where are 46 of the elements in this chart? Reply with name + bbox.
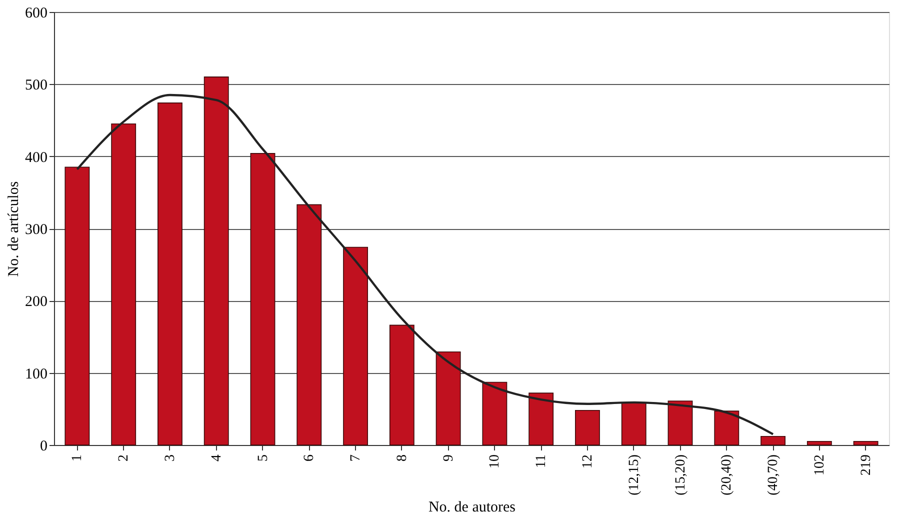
x-tick-label: 9 xyxy=(441,454,456,462)
bar xyxy=(343,246,368,446)
x-tick-label: 12 xyxy=(580,454,596,468)
x-tick-label: 3 xyxy=(162,454,178,462)
x-tick-label: (15,20) xyxy=(673,454,688,496)
bar xyxy=(436,352,461,446)
x-tick-label: 2 xyxy=(116,454,132,462)
bar xyxy=(806,440,832,446)
x-tick-label: 5 xyxy=(256,454,271,462)
y-tick-label: 100 xyxy=(25,366,48,382)
bar xyxy=(621,402,646,446)
x-tick-label: 11 xyxy=(534,454,550,468)
bar xyxy=(296,204,322,446)
x-axis-title: No. de autores xyxy=(428,499,516,516)
y-tick-label: 0 xyxy=(40,438,48,454)
y-tick-label: 300 xyxy=(25,222,48,238)
x-tick-label: 102 xyxy=(812,454,828,476)
x-tick-label: 219 xyxy=(858,454,874,476)
y-tick-label: 400 xyxy=(25,150,48,166)
x-tick-label: 6 xyxy=(302,454,318,462)
bar xyxy=(575,410,600,446)
x-tick-label: (40,70) xyxy=(766,454,782,496)
bar xyxy=(111,123,136,446)
y-tick-label: 600 xyxy=(25,6,48,22)
y-tick-label: 200 xyxy=(25,294,48,310)
x-tick-label: 10 xyxy=(488,454,503,468)
bar xyxy=(668,400,693,446)
bar xyxy=(760,436,786,446)
bar xyxy=(158,102,182,446)
line-series xyxy=(76,94,774,436)
x-tick-label: 4 xyxy=(209,454,224,462)
x-tick-label: 8 xyxy=(394,454,410,462)
bar xyxy=(204,76,229,446)
y-tick-label: 500 xyxy=(25,78,48,94)
x-tick-label: (12,15) xyxy=(626,454,642,496)
bar xyxy=(64,166,90,446)
bar xyxy=(714,410,740,446)
x-tick-label: 1 xyxy=(70,454,86,462)
x-tick-label: (20,40) xyxy=(720,454,735,496)
bar xyxy=(528,392,554,446)
bar xyxy=(482,382,508,446)
bar xyxy=(853,440,878,446)
bar xyxy=(389,324,414,446)
bar xyxy=(250,153,276,446)
x-tick-label: 7 xyxy=(348,454,364,462)
y-axis-title: No. de artículos xyxy=(6,181,22,277)
